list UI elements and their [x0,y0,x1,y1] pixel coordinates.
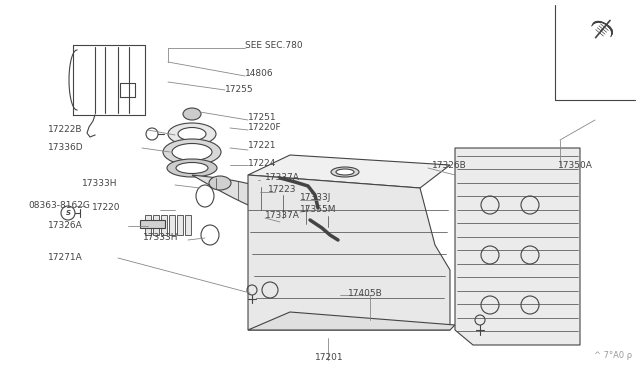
Text: 17221: 17221 [248,141,276,150]
Text: 17201: 17201 [315,353,344,362]
Text: ^ 7°A0 ρ: ^ 7°A0 ρ [594,351,632,360]
Text: 17223: 17223 [268,186,296,195]
Text: 17222B: 17222B [48,125,83,135]
Bar [177,215,183,235]
Text: 17337A: 17337A [265,173,300,183]
Text: 17220F: 17220F [248,122,282,131]
Ellipse shape [178,128,206,141]
Ellipse shape [209,176,231,190]
Text: 17350A: 17350A [558,160,593,170]
Polygon shape [248,175,450,330]
Ellipse shape [331,167,359,177]
Text: 17271A: 17271A [48,253,83,262]
Ellipse shape [183,108,201,120]
Text: 17326B: 17326B [432,160,467,170]
Text: 17337A: 17337A [265,212,300,221]
Bar [161,215,167,235]
Text: 17224: 17224 [248,158,276,167]
Text: 14806: 14806 [245,68,274,77]
Polygon shape [192,175,352,230]
Text: 17333H: 17333H [143,234,179,243]
Ellipse shape [176,163,208,173]
Text: 17333J: 17333J [300,193,332,202]
Text: 17355M: 17355M [300,205,337,215]
Ellipse shape [168,123,216,145]
Text: 17336D: 17336D [48,144,84,153]
Bar [145,215,151,235]
Text: 17333H: 17333H [82,179,118,187]
Polygon shape [248,312,455,330]
Text: SEE SEC.780: SEE SEC.780 [245,41,303,49]
Text: 17251: 17251 [248,112,276,122]
Text: 17405B: 17405B [348,289,383,298]
Text: 17220: 17220 [92,203,120,212]
Text: 17255: 17255 [225,86,253,94]
Polygon shape [455,148,580,345]
Text: 17326A: 17326A [48,221,83,230]
Bar [140,220,165,228]
Text: S: S [65,210,70,216]
Ellipse shape [163,139,221,165]
Bar [185,215,191,235]
Bar [153,215,159,235]
Bar [169,215,175,235]
Ellipse shape [172,144,212,160]
Ellipse shape [167,159,217,177]
Ellipse shape [336,169,354,175]
Text: 08363-8162G: 08363-8162G [28,201,90,209]
Polygon shape [248,155,450,188]
